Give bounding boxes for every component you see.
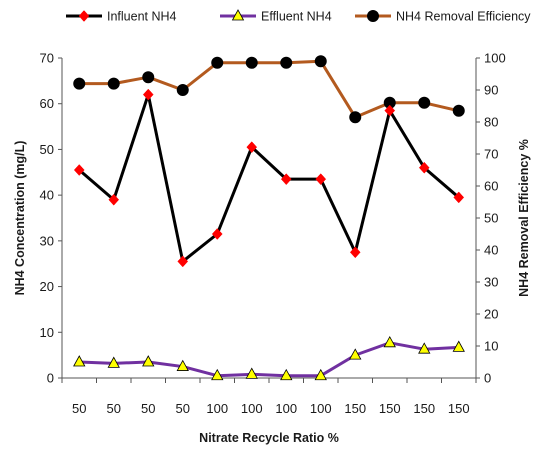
x-tick-label: 150 [448,401,470,416]
effluent-nh4-point [418,342,431,354]
influent-nh4-point [315,173,327,186]
effluent-nh4-point [73,355,86,367]
y-tick-label: 70 [40,51,54,66]
nh4-removal-efficiency-point [280,56,293,69]
effluent-nh4-line [79,341,459,378]
y-tick-label: 60 [40,96,54,111]
y2-tick-label: 40 [484,243,498,258]
x-tick-label: 100 [275,401,297,416]
influent-nh4-point [418,161,430,174]
legend-item-nh4-removal-efficiency: NH4 Removal Efficiency [355,10,531,24]
nh4-removal-efficiency-point [142,71,155,84]
nh4-removal-efficiency-point [73,77,86,90]
influent-nh4-point [108,193,120,206]
effluent-nh4-point [142,355,155,367]
legend: Influent NH4 Effluent NH4 NH4 Removal Effi… [66,9,531,24]
effluent-nh4-point [211,368,224,381]
effluent-nh4-point [314,368,327,381]
influent-nh4-line [78,93,460,263]
y-tick-label: 20 [40,279,54,294]
nh4-removal-efficiency-point [176,84,189,96]
y2-tick-label: 10 [484,339,498,354]
influent-nh4-point [211,228,223,240]
legend-label: Effluent NH4 [261,10,332,24]
x-tick-label: 100 [241,401,263,416]
effluent-nh4-point [176,359,189,371]
y2-tick-label: 60 [484,179,498,194]
influent-nh4-point [349,246,361,259]
y2-tick-label: 70 [484,147,498,162]
nh4-removal-efficiency-line [79,59,460,119]
legend-label: Influent NH4 [107,10,177,24]
nh4-removal-efficiency-point [211,56,224,69]
x-tick-label: 50 [72,401,86,416]
x-axis-title: Nitrate Recycle Ratio % [199,431,339,445]
y-axis-title: NH4 Concentration (mg/L) [13,141,27,296]
influent-nh4-point [280,173,292,186]
influent-nh4-point [142,88,154,101]
effluent-nh4-point [280,368,293,381]
influent-nh4-point [453,191,465,204]
nh4-removal-efficiency-point [245,56,258,69]
x-tick-label: 100 [310,401,332,416]
effluent-nh4-point [107,356,120,368]
nh4-removal-efficiency-point [314,55,327,68]
influent-nh4-point [177,255,189,268]
nh4-removal-efficiency-series [73,55,465,124]
legend-swatch-marker [367,10,379,22]
legend-item-influent-nh4: Influent NH4 [66,10,177,24]
effluent-nh4-series [73,335,465,381]
x-tick-label: 50 [141,401,155,416]
influent-nh4-series [73,88,465,268]
y-tick-label: 50 [40,142,54,157]
axes: 0 10 20 30 40 50 60 70 0 10 20 30 40 50 60 70 80 90 100 50 5… [40,51,506,417]
effluent-nh4-point [383,335,396,348]
legend-label: NH4 Removal Efficiency [396,10,531,24]
y2-tick-label: 50 [484,211,498,226]
y2-tick-label: 90 [484,83,498,98]
effluent-nh4-point [349,348,362,360]
y2-axis-title: NH4 Removal Efficiency % [517,139,531,297]
influent-nh4-point [246,141,258,154]
x-tick-label: 50 [107,401,121,416]
series-layer [73,55,465,381]
nh4-removal-efficiency-point [418,96,431,109]
y2-tick-label: 100 [484,51,506,66]
nh4-removal-efficiency-point [107,77,120,90]
nh4-removal-efficiency-point [349,111,362,124]
x-tick-label: 150 [379,401,401,416]
y2-tick-label: 0 [484,371,491,386]
y2-tick-label: 80 [484,115,498,130]
y-tick-label: 40 [40,188,54,203]
legend-swatch-marker [231,9,245,21]
x-tick-label: 100 [206,401,228,416]
effluent-nh4-point [452,340,465,352]
y2-tick-label: 20 [484,307,498,322]
effluent-nh4-point [245,367,258,379]
legend-swatch-marker [78,10,90,22]
legend-item-effluent-nh4: Effluent NH4 [220,9,332,24]
x-tick-label: 50 [176,401,190,416]
influent-nh4-point [384,104,396,117]
influent-nh4-point [73,164,85,176]
y-tick-label: 30 [40,233,54,248]
nh4-removal-efficiency-point [452,104,465,117]
y-tick-label: 10 [40,325,54,340]
y2-tick-label: 30 [484,275,498,290]
x-tick-label: 150 [344,401,366,416]
x-tick-label: 150 [413,401,435,416]
y-tick-label: 0 [47,371,54,386]
